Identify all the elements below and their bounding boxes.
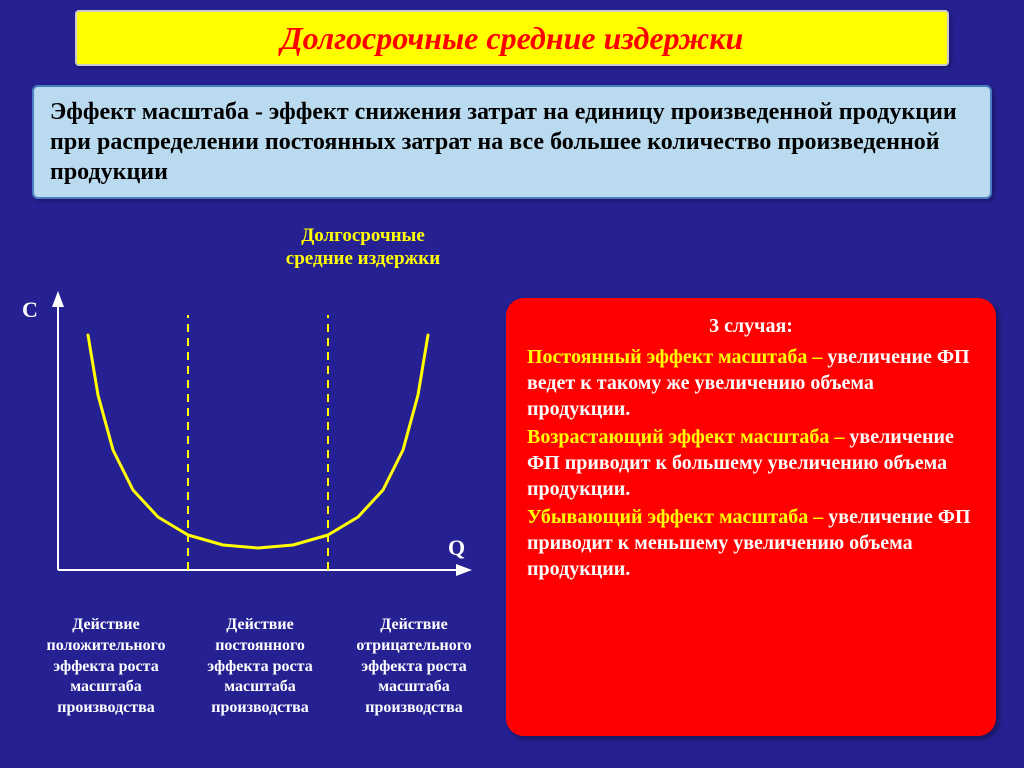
case-name-3: Убывающий эффект масштаба –: [527, 506, 828, 528]
case-item-1: Постоянный эффект масштаба – увеличение …: [527, 344, 975, 422]
curve-title: Долгосрочные средние издержки: [248, 225, 478, 271]
title-box: Долгосрочные средние издержки: [75, 10, 949, 66]
region-label-3: Действие отрицательного эффекта роста ма…: [334, 615, 494, 719]
chart-svg: [18, 265, 496, 605]
region-label-2: Действие постоянного эффекта роста масшт…: [180, 615, 340, 719]
case-name-1: Постоянный эффект масштаба –: [527, 346, 827, 368]
definition-box: Эффект масштаба - эффект снижения затрат…: [32, 85, 992, 199]
cases-heading: 3 случая:: [527, 315, 975, 338]
cases-box: 3 случая: Постоянный эффект масштаба – у…: [506, 298, 996, 736]
region-label-1: Действие положительного эффекта роста ма…: [26, 615, 186, 719]
case-name-2: Возрастающий эффект масштаба –: [527, 426, 849, 448]
page-title: Долгосрочные средние издержки: [281, 20, 744, 57]
definition-text: Эффект масштаба - эффект снижения затрат…: [50, 97, 974, 187]
case-item-2: Возрастающий эффект масштаба – увеличени…: [527, 424, 975, 502]
case-item-3: Убывающий эффект масштаба – увеличение Ф…: [527, 504, 975, 582]
chart-area: Долгосрочные средние издержки C Q Действ…: [18, 225, 496, 745]
